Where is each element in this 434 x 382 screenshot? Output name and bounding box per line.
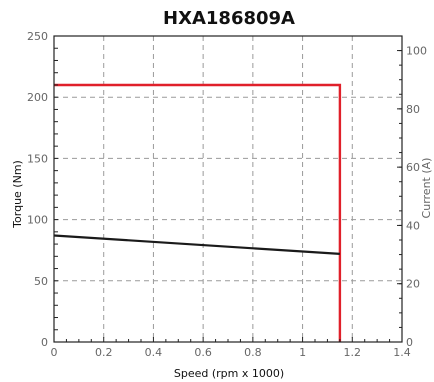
x-tick-label: 1	[299, 346, 306, 359]
y-tick-label: 0	[41, 336, 48, 349]
y2-axis-label: Current (A)	[420, 158, 433, 219]
series-layer	[53, 83, 342, 342]
series-line-1	[54, 83, 342, 342]
chart-title: HXA186809A	[163, 8, 295, 29]
series-line-2	[53, 234, 340, 255]
y-tick-label: 50	[34, 275, 48, 288]
y-axis-label: Torque (Nm)	[11, 160, 24, 229]
ticks: 0 0.2 0.4 0.6 0.8 1 1.2 1.405010015020025002040…	[27, 30, 427, 359]
x-tick-label: 1.4	[393, 346, 411, 359]
y2-tick-label: 60	[406, 161, 420, 174]
y2-tick-label: 40	[406, 219, 420, 232]
y-tick-label: 100	[27, 214, 48, 227]
x-tick-label: 1.2	[344, 346, 362, 359]
x-axis-label: Speed (rpm x 1000)	[174, 367, 284, 380]
y2-tick-label: 80	[406, 103, 420, 116]
x-tick-label: 0	[51, 346, 58, 359]
grid	[54, 36, 402, 342]
y2-tick-label: 20	[406, 278, 420, 291]
y-tick-label: 150	[27, 152, 48, 165]
x-tick-label: 0.8	[244, 346, 262, 359]
x-tick-label: 0.2	[95, 346, 113, 359]
x-tick-label: 0.6	[194, 346, 212, 359]
y2-tick-label: 0	[406, 336, 413, 349]
x-tick-label: 0.4	[145, 346, 163, 359]
y2-tick-label: 100	[406, 45, 427, 58]
plot-frame	[53, 35, 403, 343]
y-tick-label: 200	[27, 91, 48, 104]
y-tick-label: 250	[27, 30, 48, 43]
